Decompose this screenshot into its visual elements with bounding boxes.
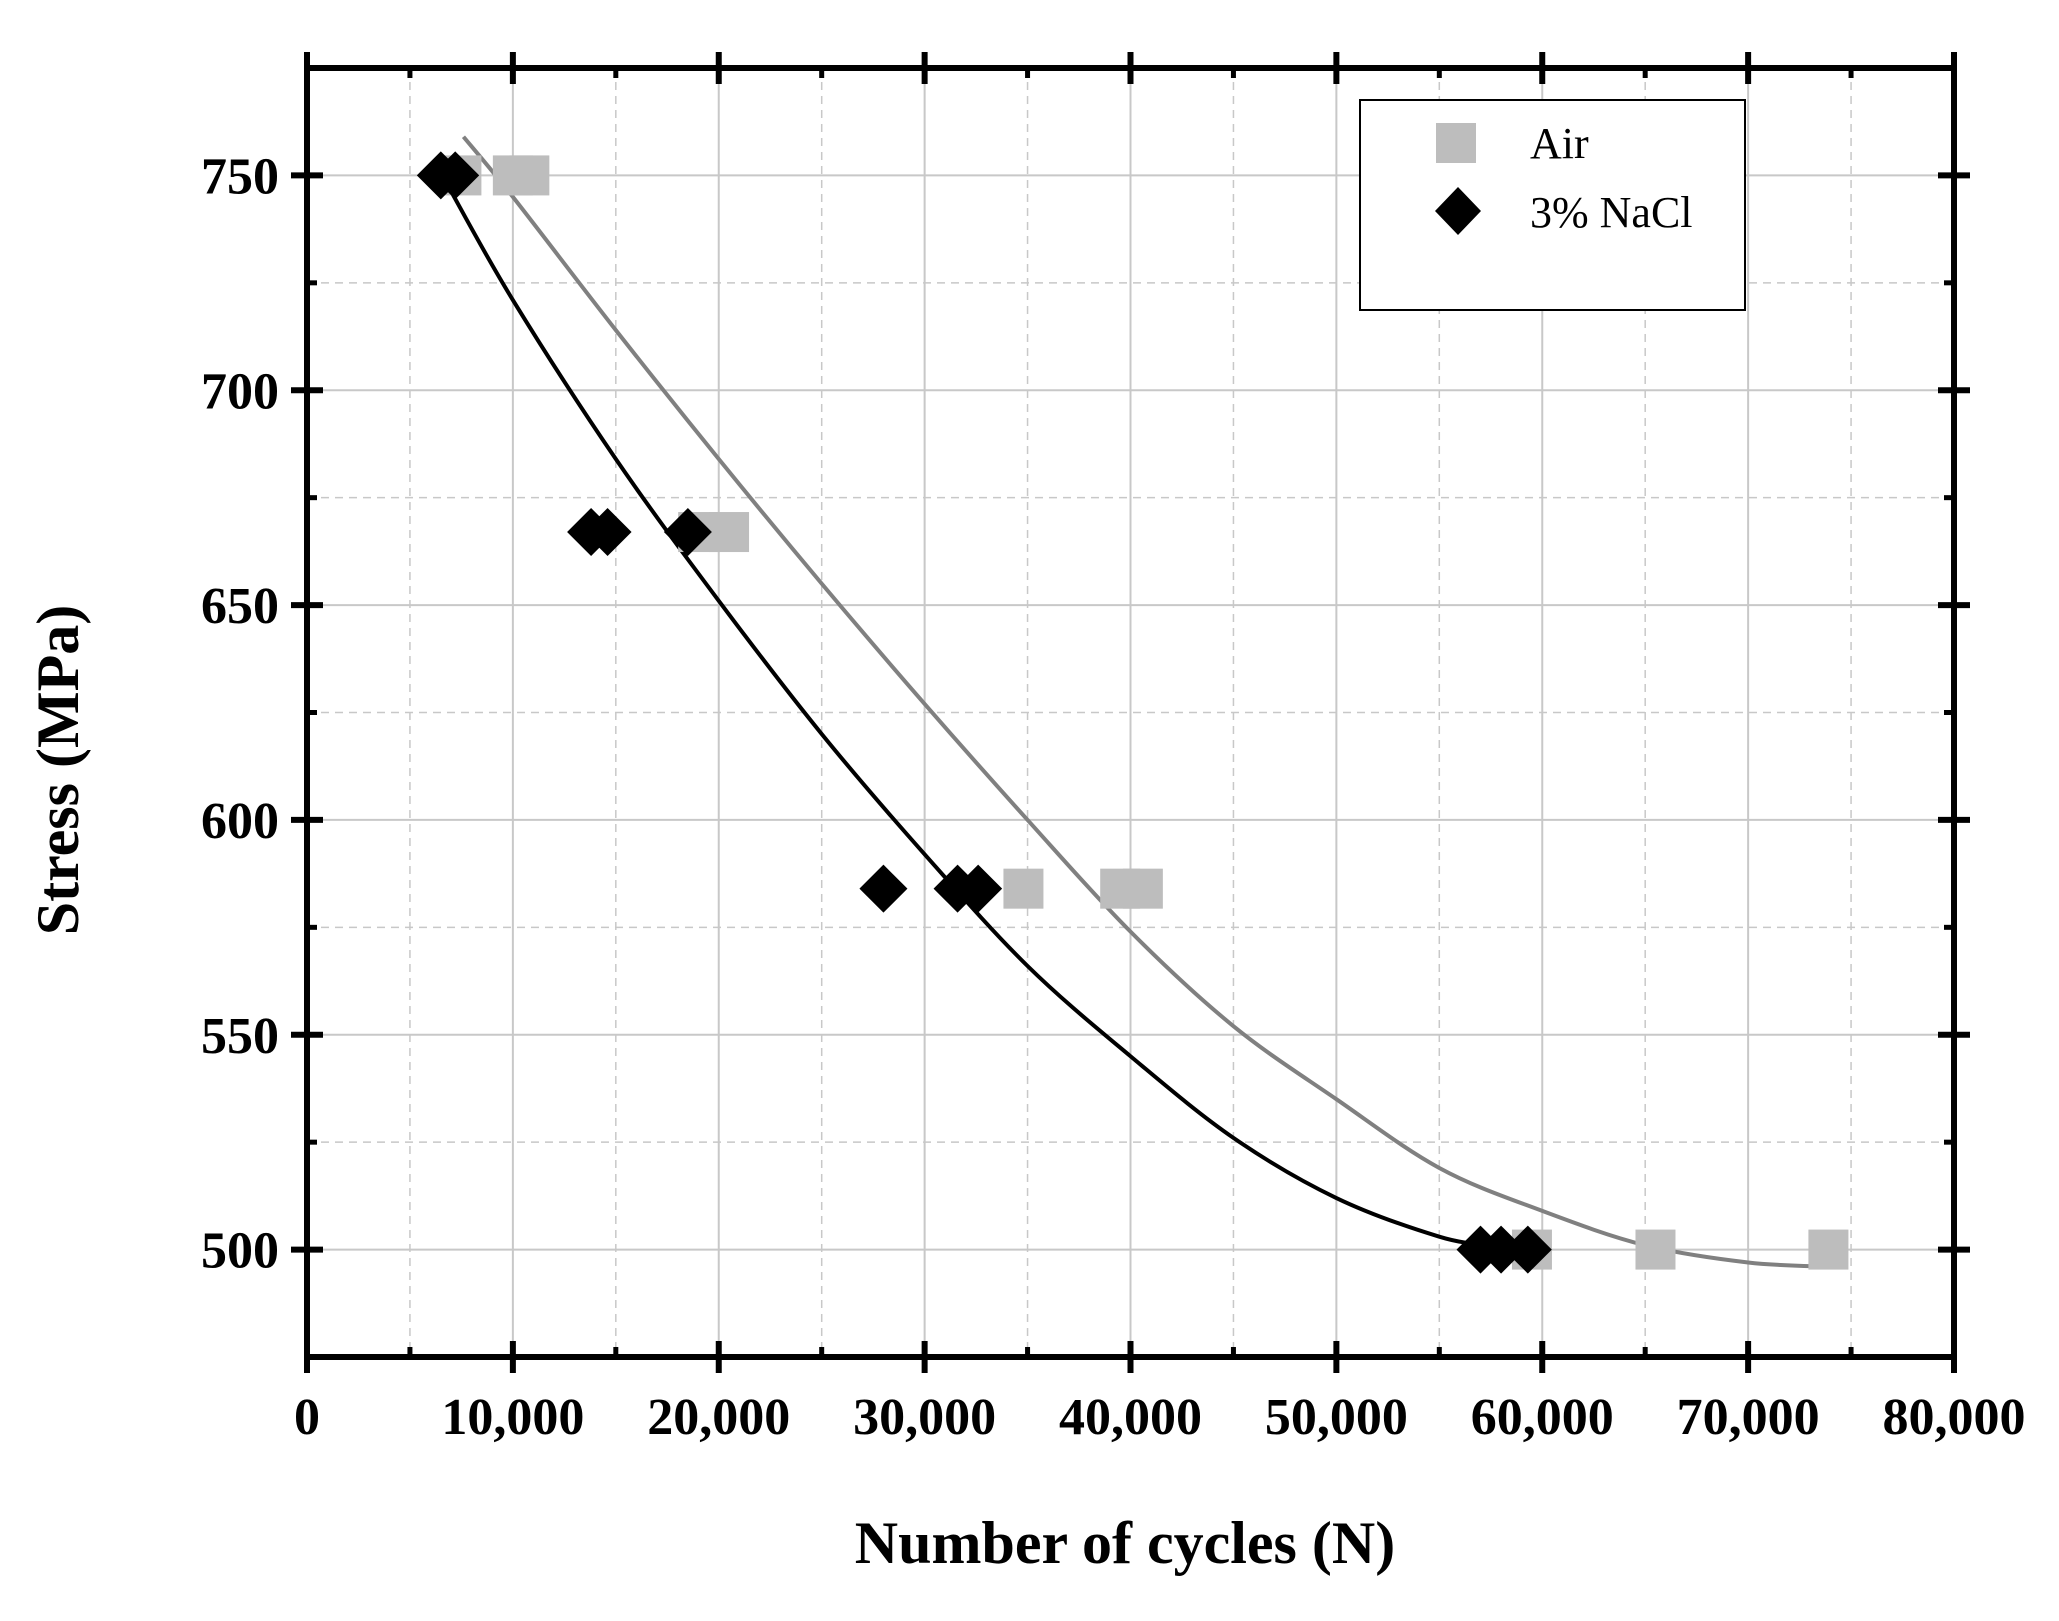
- data-point-nacl: [859, 864, 908, 913]
- x-axis-ticks: 0 10,000 20,000 30,000 40,000 50,000 60,000 70,…: [294, 52, 2026, 1446]
- data-point-air: [1635, 1229, 1676, 1270]
- data-point-nacl: [1503, 1225, 1552, 1274]
- data-point-nacl: [583, 508, 632, 557]
- y-axis-ticks: 500 550 600 650 700 750: [201, 148, 1970, 1280]
- data-points: [416, 151, 1849, 1274]
- y-tick-label: 650: [201, 578, 279, 635]
- x-tick-label: 60,000: [1471, 1389, 1614, 1446]
- legend-box: [1359, 99, 1746, 311]
- legend-air-marker: [1436, 123, 1476, 163]
- legend-nacl-marker: [1435, 187, 1481, 235]
- y-tick-label: 550: [201, 1008, 279, 1065]
- y-tick-label: 700: [201, 363, 279, 420]
- data-point-nacl: [1477, 1225, 1526, 1274]
- data-point-air: [1003, 868, 1044, 909]
- legend: Air 3% NaCl: [1359, 99, 1746, 311]
- data-point-nacl: [954, 864, 1003, 913]
- x-tick-label: 80,000: [1883, 1389, 2026, 1446]
- x-tick-label: 20,000: [647, 1389, 790, 1446]
- x-tick-label: 30,000: [853, 1389, 996, 1446]
- data-point-nacl: [431, 151, 480, 200]
- x-tick-label: 10,000: [441, 1389, 584, 1446]
- x-tick-label: 40,000: [1059, 1389, 1202, 1446]
- x-tick-label: 0: [294, 1389, 320, 1446]
- x-tick-label: 70,000: [1677, 1389, 1820, 1446]
- x-axis-title: Number of cycles (N): [855, 1510, 1395, 1576]
- legend-air-label: Air: [1530, 119, 1589, 168]
- fit-curve-nacl: [445, 183, 1492, 1248]
- data-point-nacl: [663, 508, 712, 557]
- y-tick-label: 600: [201, 793, 279, 850]
- y-tick-label: 500: [201, 1223, 279, 1280]
- data-point-air: [709, 512, 750, 553]
- data-point-air: [1808, 1229, 1849, 1270]
- data-point-air: [509, 155, 550, 196]
- legend-nacl-label: 3% NaCl: [1530, 188, 1693, 237]
- y-axis-title: Stress (MPa): [25, 605, 91, 935]
- x-tick-label: 50,000: [1265, 1389, 1408, 1446]
- data-point-air: [1122, 868, 1163, 909]
- y-tick-label: 750: [201, 148, 279, 205]
